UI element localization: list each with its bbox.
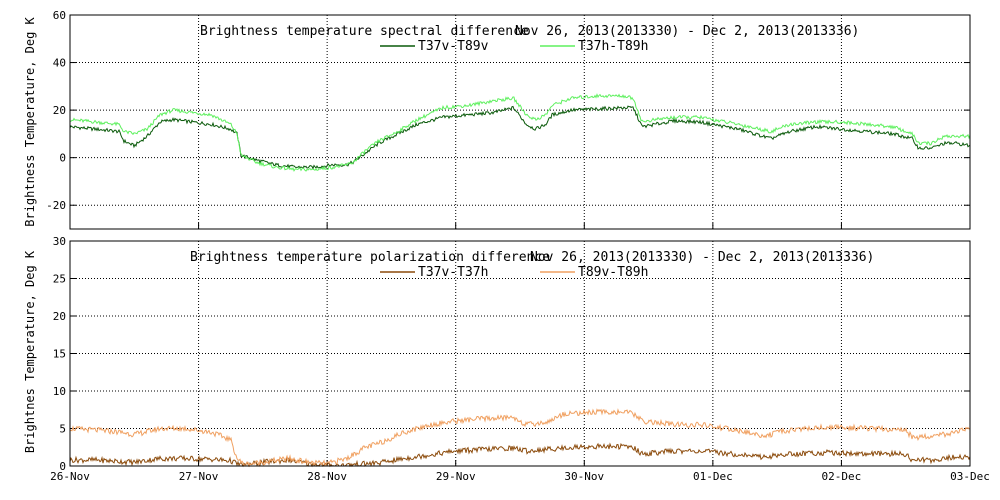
y-axis-label: Brightness Temperature, Deg K [23,16,37,226]
y-tick-label: 40 [53,57,66,70]
x-tick-label: 03-Dec [950,470,990,483]
y-axis-label: Brightnes Temperature, Deg K [23,250,37,453]
legend-label: T37v-T89v [418,39,489,54]
y-tick-label: 5 [59,423,66,436]
x-tick-label: 28-Nov [307,470,347,483]
y-tick-label: 0 [59,152,66,165]
legend-label: T37v-T37h [418,265,488,280]
panel-title: Brightness temperature polarization diff… [190,250,550,265]
y-tick-label: 30 [53,235,66,248]
x-tick-label: 01-Dec [693,470,733,483]
y-tick-label: 0 [59,460,66,473]
polarization-difference-panel: Brightness temperature polarization diff… [23,235,990,483]
x-tick-label: 27-Nov [179,470,219,483]
x-tick-label: 30-Nov [564,470,604,483]
x-tick-label: 29-Nov [436,470,476,483]
y-tick-label: 60 [53,9,66,22]
series-line [69,105,971,170]
legend-label: T37h-T89h [578,39,648,54]
x-tick-label: 26-Nov [50,470,90,483]
y-tick-label: 15 [53,348,66,361]
y-tick-label: 25 [53,273,66,286]
y-tick-label: 20 [53,104,66,117]
y-tick-label: -20 [46,199,66,212]
series-line [69,408,971,468]
panel-title: Brightness temperature spectral differen… [200,24,529,39]
plot-frame [69,14,971,230]
series-line [70,93,971,172]
legend-label: T89v-T89h [578,265,648,280]
panel-date-range: Nov 26, 2013(2013330) - Dec 2, 2013(2013… [530,250,874,265]
plot-frame [69,240,971,467]
spectral-difference-panel: Brightness temperature spectral differen… [23,9,971,230]
y-tick-label: 20 [53,310,66,323]
x-tick-label: 02-Dec [822,470,862,483]
y-tick-label: 10 [53,385,66,398]
series-line [69,442,971,468]
panel-date-range: Nov 26, 2013(2013330) - Dec 2, 2013(2013… [515,24,859,39]
